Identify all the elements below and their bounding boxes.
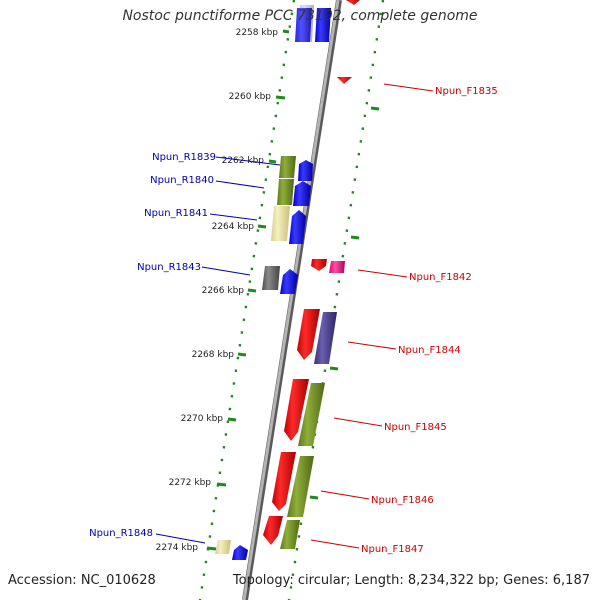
gene-npun-r1848-cream <box>215 540 231 554</box>
feature-blue-top-2 <box>315 8 331 42</box>
tick-label-2270: 2270 kbp <box>181 414 224 424</box>
tick-2264 <box>257 224 267 229</box>
feature-red-top <box>346 0 360 5</box>
label-npun-r1839[interactable]: Npun_R1839 <box>152 152 216 163</box>
gene-npun-r1840-blue <box>293 181 311 206</box>
gene-npun-f1844-red <box>297 309 320 360</box>
leader-npun-f1842 <box>357 269 408 278</box>
accession-text: Accession: NC_010628 <box>8 573 156 588</box>
gene-npun-f1847-olive <box>280 520 300 549</box>
leader-npun-f1846 <box>320 490 370 500</box>
tick-2268 <box>237 352 247 357</box>
outer-tick-4 <box>309 495 319 500</box>
outer-tick-1 <box>370 106 380 111</box>
gene-npun-r1843-blue <box>280 269 298 294</box>
leader-npun-r1841 <box>209 213 258 221</box>
gene-npun-r1841-cream <box>271 206 290 241</box>
gene-npun-r1840-olive <box>277 179 294 205</box>
reverse-strand-features <box>215 5 331 560</box>
genome-title: Nostoc punctiforme PCC 73102, complete g… <box>122 8 478 24</box>
tick-2262 <box>268 159 277 164</box>
leader-npun-r1848 <box>155 533 206 544</box>
label-npun-f1845[interactable]: Npun_F1845 <box>384 422 447 433</box>
gene-npun-f1835 <box>337 77 352 84</box>
tick-2258 <box>282 29 290 34</box>
outer-tick-3 <box>329 366 339 371</box>
label-npun-r1840[interactable]: Npun_R1840 <box>150 175 214 186</box>
label-npun-f1846[interactable]: Npun_F1846 <box>371 495 434 506</box>
gene-npun-f1845-olive <box>298 383 325 446</box>
tick-label-2262: 2262 kbp <box>222 156 265 166</box>
feature-blue-top-1 <box>295 8 312 42</box>
tick-marks <box>206 29 380 551</box>
label-npun-f1844[interactable]: Npun_F1844 <box>398 345 461 356</box>
gene-npun-f1847-red <box>263 516 283 545</box>
label-npun-f1847[interactable]: Npun_F1847 <box>361 544 424 555</box>
gene-npun-f1846-red <box>272 452 296 511</box>
gene-npun-f1842-pink <box>329 261 345 273</box>
label-npun-r1848[interactable]: Npun_R1848 <box>89 528 153 539</box>
gene-npun-r1841-blue <box>289 210 306 244</box>
leader-npun-r1839 <box>215 156 281 166</box>
tick-label-2268: 2268 kbp <box>192 350 235 360</box>
gene-npun-r1848-blue <box>232 545 248 560</box>
label-npun-f1835[interactable]: Npun_F1835 <box>435 86 498 97</box>
tick-2266 <box>247 288 257 293</box>
tick-label-2274: 2274 kbp <box>156 543 199 553</box>
tick-label-2266: 2266 kbp <box>202 286 245 296</box>
tick-2272 <box>216 482 227 487</box>
gene-npun-r1839-olive <box>279 156 296 178</box>
gene-npun-r1839-blue <box>298 160 313 181</box>
leader-npun-f1835 <box>383 83 434 92</box>
reverse-leader-lines <box>155 156 281 544</box>
tick-2270 <box>227 417 237 422</box>
gene-npun-f1846-olive <box>287 456 314 517</box>
genome-backbone <box>242 0 340 600</box>
forward-leader-lines <box>310 83 434 549</box>
gene-npun-r1843-gray <box>262 266 280 290</box>
leader-npun-f1847 <box>310 539 360 549</box>
leader-npun-r1843 <box>201 266 251 276</box>
outer-tick-2 <box>350 235 360 240</box>
leader-npun-f1845 <box>333 417 383 427</box>
label-npun-f1842[interactable]: Npun_F1842 <box>409 272 472 283</box>
tick-label-2264: 2264 kbp <box>212 222 255 232</box>
gene-npun-f1844-purple <box>314 312 337 364</box>
tick-label-2272: 2272 kbp <box>169 478 212 488</box>
tick-2274 <box>206 546 217 551</box>
tick-label-2258: 2258 kbp <box>236 28 279 38</box>
tick-2260 <box>275 95 286 100</box>
topology-text: Topology: circular; Length: 8,234,322 bp… <box>232 573 590 588</box>
label-npun-r1843[interactable]: Npun_R1843 <box>137 262 201 273</box>
gene-npun-f1845-red <box>284 379 309 441</box>
tick-label-2260: 2260 kbp <box>229 92 272 102</box>
leader-npun-f1844 <box>347 341 397 350</box>
label-npun-r1841[interactable]: Npun_R1841 <box>144 208 208 219</box>
forward-strand-features <box>263 0 360 549</box>
leader-npun-r1840 <box>215 180 265 189</box>
gene-npun-f1842-red <box>311 259 327 271</box>
